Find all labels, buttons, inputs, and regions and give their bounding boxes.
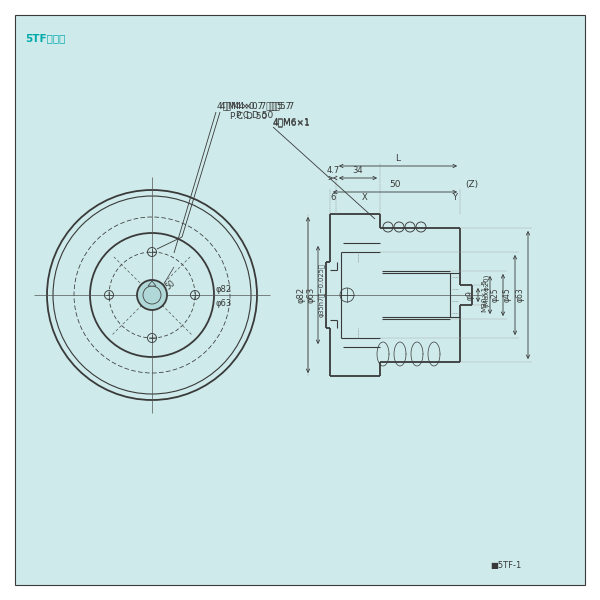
Text: 5TF寸法図: 5TF寸法図 — [25, 33, 65, 43]
Polygon shape — [148, 281, 156, 286]
Text: Y: Y — [452, 193, 458, 202]
Text: 6: 6 — [331, 193, 335, 202]
Text: φ82: φ82 — [216, 284, 232, 293]
Text: 4－M6×1: 4－M6×1 — [273, 117, 311, 126]
Text: φ9: φ9 — [466, 290, 475, 300]
Circle shape — [137, 280, 167, 310]
Text: φ25: φ25 — [491, 287, 500, 302]
Text: φ63: φ63 — [216, 298, 232, 307]
Text: 50: 50 — [389, 180, 401, 189]
Text: (Maxφ20): (Maxφ20) — [483, 274, 489, 307]
Text: (Z): (Z) — [465, 180, 478, 189]
Text: ■5TF-1: ■5TF-1 — [490, 561, 521, 570]
Text: φ45: φ45 — [503, 287, 512, 302]
Text: P.C.D 50: P.C.D 50 — [236, 111, 273, 120]
Text: 4－M4×0.7 深サ5.7: 4－M4×0.7 深サ5.7 — [220, 101, 294, 110]
Text: M30×1.5: M30×1.5 — [481, 278, 487, 311]
Text: L: L — [395, 154, 401, 163]
Text: 4.7: 4.7 — [326, 166, 340, 175]
Text: 4－M4×0.7 深サ5.7: 4－M4×0.7 深サ5.7 — [217, 101, 291, 110]
Text: φ63: φ63 — [516, 287, 525, 302]
Text: 4－M6×1: 4－M6×1 — [273, 118, 311, 127]
Text: 34: 34 — [353, 166, 364, 175]
Text: 50: 50 — [164, 278, 177, 292]
Text: X: X — [362, 193, 368, 202]
Text: φ63: φ63 — [307, 287, 316, 303]
Circle shape — [90, 233, 214, 357]
Text: P.C.D 50: P.C.D 50 — [230, 112, 267, 121]
Text: φ82: φ82 — [296, 287, 305, 303]
Text: φ35h7（−0.025）: φ35h7（−0.025） — [319, 263, 325, 317]
